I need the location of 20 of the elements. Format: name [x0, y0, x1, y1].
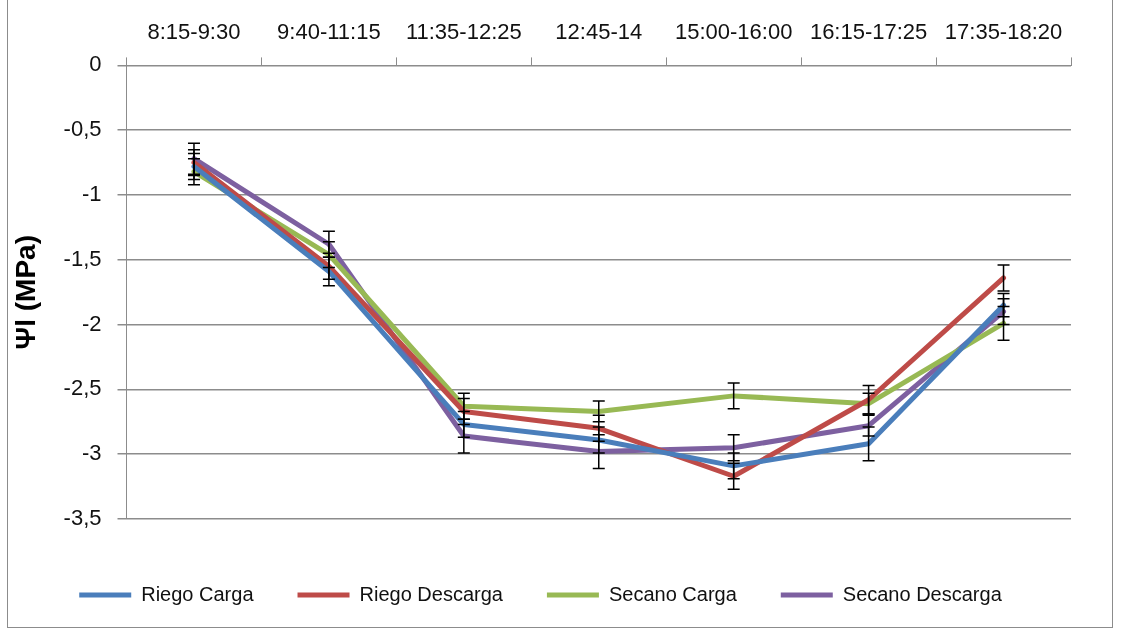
y-tick-label: -0,5	[63, 116, 102, 142]
y-tick-label: -3,5	[63, 505, 102, 531]
y-axis-title: Ψl (MPa)	[9, 234, 41, 350]
x-tick-label: 11:35-12:25	[405, 19, 522, 45]
x-tick-label: 17:35-18:20	[944, 19, 1063, 45]
y-tick-label: 0	[89, 51, 102, 77]
y-tick-label: -1,5	[63, 245, 102, 271]
x-tick-label: 8:15-9:30	[147, 19, 241, 45]
x-tick-label: 9:40-11:15	[277, 19, 381, 45]
legend-label: Riego Descarga	[359, 582, 504, 605]
y-tick-label: -2,5	[63, 375, 102, 401]
y-tick-label: -2	[81, 310, 102, 336]
x-tick-label: 16:15-17:25	[809, 19, 928, 45]
x-tick-label: 12:45-14	[555, 19, 643, 45]
legend-label: Secano Carga	[608, 582, 738, 605]
y-tick-label: -1	[81, 181, 102, 207]
legend-label: Secano Descarga	[842, 582, 1003, 605]
x-tick-label: 15:00-16:00	[674, 19, 793, 45]
y-tick-label: -3	[81, 440, 102, 466]
legend-label: Riego Carga	[141, 582, 255, 605]
